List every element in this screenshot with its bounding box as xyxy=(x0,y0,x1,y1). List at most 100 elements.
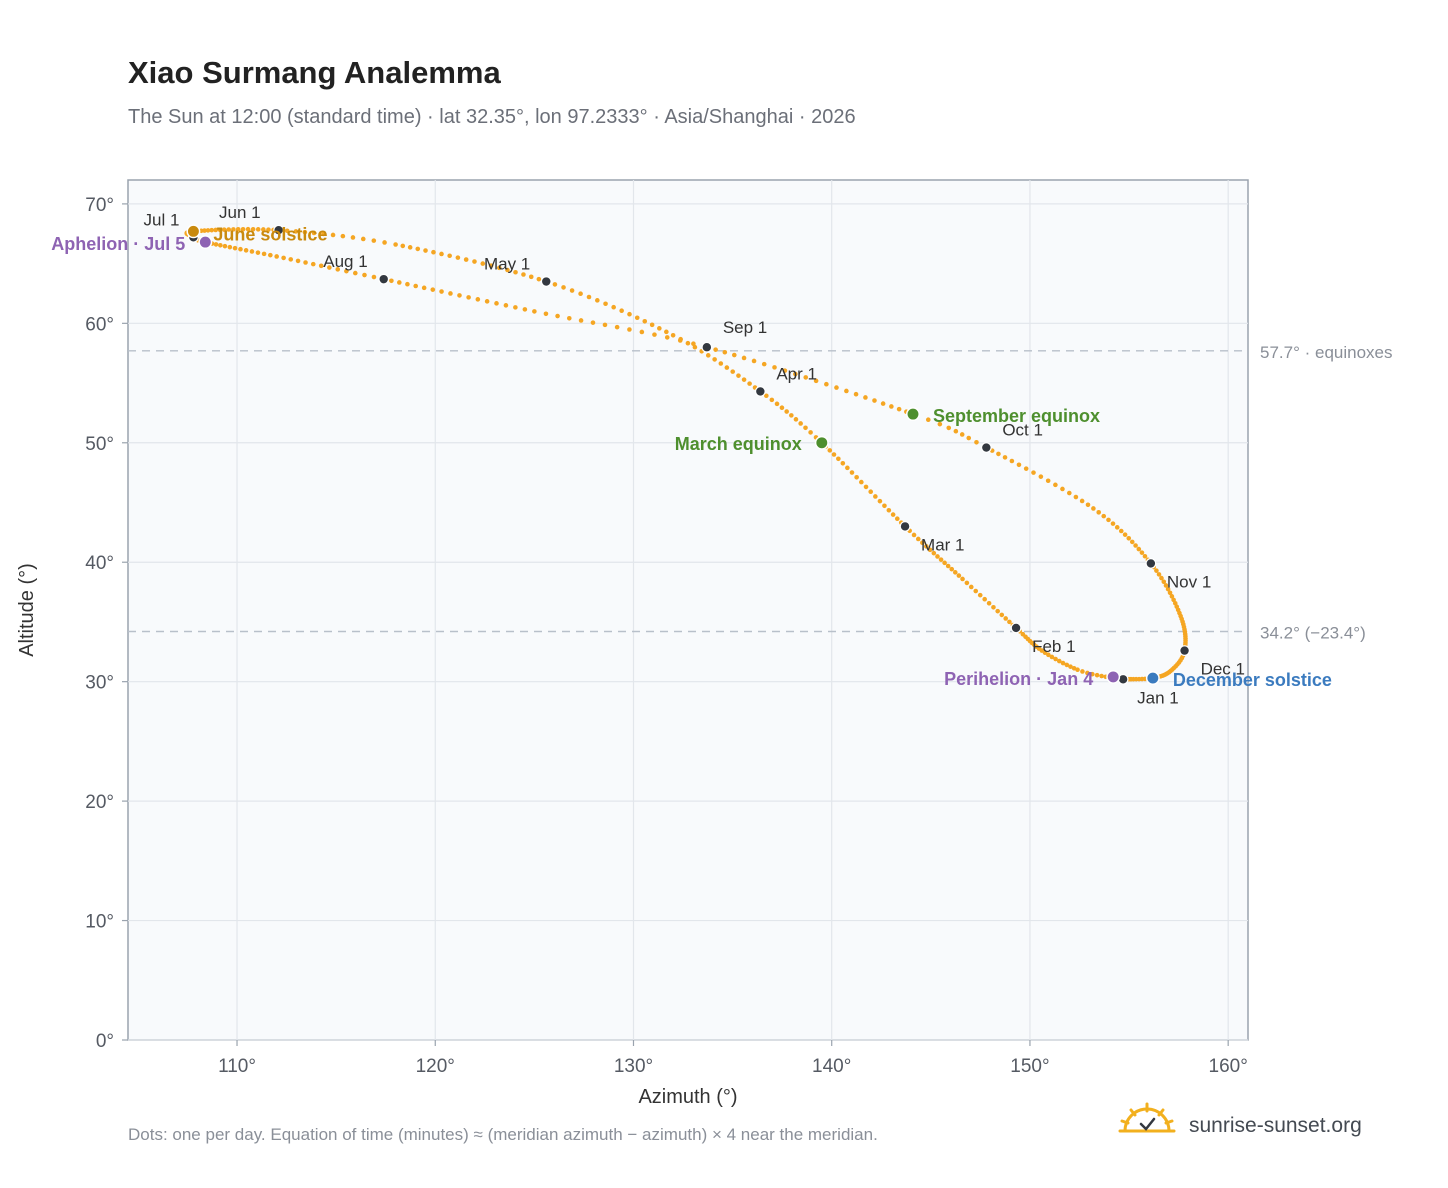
daily-dot xyxy=(1133,543,1138,548)
daily-dot xyxy=(281,255,286,261)
daily-dot xyxy=(1023,466,1029,471)
y-axis-label: Altitude (°) xyxy=(16,563,38,657)
month-label: Sep 1 xyxy=(723,318,767,337)
daily-dot xyxy=(974,439,979,445)
daily-dot xyxy=(938,557,944,562)
y-tick-label: 30° xyxy=(85,673,114,694)
daily-dot xyxy=(431,249,436,255)
daily-dot xyxy=(840,460,846,466)
daily-dot xyxy=(639,329,645,335)
month-label: Jan 1 xyxy=(1137,688,1179,707)
daily-dot xyxy=(255,227,261,232)
daily-dot xyxy=(1007,619,1012,625)
daily-dot xyxy=(764,393,769,399)
daily-dot xyxy=(566,315,572,321)
event-label: December solstice xyxy=(1173,670,1332,690)
daily-dot xyxy=(935,554,940,559)
daily-dot xyxy=(853,391,859,397)
x-tick-label: 110° xyxy=(218,1056,256,1077)
daily-dot xyxy=(327,265,332,270)
daily-dot xyxy=(784,409,789,414)
daily-dot xyxy=(1073,494,1079,500)
y-tick-label: 10° xyxy=(85,912,114,933)
event-marker xyxy=(1145,671,1160,686)
daily-dot xyxy=(911,532,917,538)
daily-dot xyxy=(303,260,308,265)
daily-dot xyxy=(956,573,962,578)
daily-dot xyxy=(578,291,583,297)
daily-dot xyxy=(293,229,299,234)
daily-dot xyxy=(1096,510,1102,515)
daily-dot xyxy=(634,315,640,321)
daily-dot xyxy=(561,285,566,290)
daily-dot xyxy=(718,361,724,366)
daily-dot xyxy=(692,344,698,350)
daily-dot xyxy=(946,425,952,431)
daily-dot xyxy=(1046,652,1051,658)
daily-dot xyxy=(494,301,499,306)
daily-dot xyxy=(455,255,461,260)
daily-dot xyxy=(397,280,402,285)
daily-dot xyxy=(213,242,219,247)
daily-dot xyxy=(586,294,592,300)
daily-dot xyxy=(231,227,236,232)
daily-dot xyxy=(249,249,255,254)
daily-dot xyxy=(1075,667,1080,673)
month-label: Mar 1 xyxy=(921,535,964,554)
daily-dot xyxy=(1067,490,1072,496)
daily-dot xyxy=(1106,517,1111,523)
x-tick-label: 130° xyxy=(614,1056,653,1077)
daily-dot xyxy=(747,381,752,386)
event-label: March equinox xyxy=(675,434,802,454)
daily-dot xyxy=(945,563,951,569)
daily-dot xyxy=(1016,462,1022,468)
daily-dot xyxy=(960,576,965,582)
y-tick-label: 40° xyxy=(85,553,114,574)
daily-dot xyxy=(873,494,878,499)
daily-dot xyxy=(649,322,655,328)
event-marker xyxy=(198,235,213,250)
daily-dot xyxy=(255,250,261,255)
daily-dot xyxy=(627,311,632,317)
daily-dot xyxy=(995,608,1000,614)
daily-dot xyxy=(1159,575,1164,581)
daily-dot xyxy=(1126,535,1132,541)
daily-dot xyxy=(569,288,575,293)
daily-dot xyxy=(863,395,868,400)
daily-dot xyxy=(808,430,813,435)
daily-dot xyxy=(798,421,803,426)
axis-ticks: 110° 120° 130° 140° 150° 160° 0° 10° 20° 30° 40° 50… xyxy=(85,195,1248,1077)
daily-dot xyxy=(772,365,777,370)
daily-dot xyxy=(896,406,902,412)
daily-dot xyxy=(991,604,996,610)
daily-dot xyxy=(949,566,955,572)
daily-dot xyxy=(1049,654,1055,660)
daily-dot xyxy=(793,417,799,422)
y-tick-label: 50° xyxy=(85,434,114,455)
daily-dot xyxy=(779,405,785,410)
daily-dot xyxy=(886,507,892,513)
daily-dot xyxy=(213,227,218,233)
daily-dot xyxy=(1114,525,1120,530)
daily-dot xyxy=(543,311,549,317)
daily-dot xyxy=(268,252,273,258)
daily-dot xyxy=(751,358,757,364)
daily-dot xyxy=(677,338,683,343)
daily-dot xyxy=(882,503,887,509)
event-label: June solstice xyxy=(213,224,327,244)
daily-dot xyxy=(360,236,366,242)
brand-logo[interactable]: sunrise-sunset.org xyxy=(1118,1102,1362,1137)
daily-dot xyxy=(602,322,608,328)
daily-dot xyxy=(1142,553,1148,559)
daily-dot xyxy=(218,242,223,248)
daily-dot xyxy=(854,475,859,480)
daily-dot xyxy=(1118,528,1124,534)
daily-dot xyxy=(371,238,377,243)
daily-dot xyxy=(335,267,341,272)
daily-dot xyxy=(619,308,624,313)
daily-dot xyxy=(503,303,509,308)
daily-dot xyxy=(227,244,233,250)
daily-dot xyxy=(457,293,462,298)
daily-dot xyxy=(691,341,696,346)
